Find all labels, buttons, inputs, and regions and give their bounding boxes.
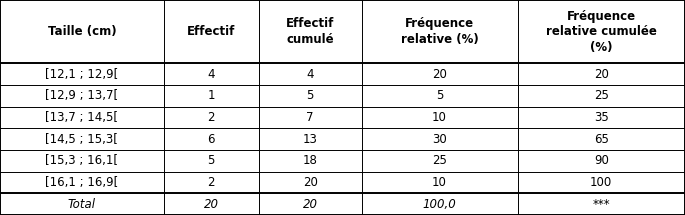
Text: 20: 20	[432, 68, 447, 81]
Text: Fréquence
relative cumulée
(%): Fréquence relative cumulée (%)	[546, 10, 657, 54]
Text: [16,1 ; 16,9[: [16,1 ; 16,9[	[45, 176, 119, 189]
Text: 20: 20	[303, 198, 318, 211]
Text: [15,3 ; 16,1[: [15,3 ; 16,1[	[45, 154, 119, 167]
Text: 100,0: 100,0	[423, 198, 456, 211]
Text: 5: 5	[436, 89, 443, 102]
Text: 1: 1	[208, 89, 215, 102]
Text: 13: 13	[303, 133, 318, 146]
Text: Total: Total	[68, 198, 96, 211]
Text: 2: 2	[208, 111, 215, 124]
Text: 2: 2	[208, 176, 215, 189]
Text: 30: 30	[432, 133, 447, 146]
Text: [14,5 ; 15,3[: [14,5 ; 15,3[	[45, 133, 119, 146]
Text: 20: 20	[594, 68, 609, 81]
Text: 10: 10	[432, 111, 447, 124]
Text: [13,7 ; 14,5[: [13,7 ; 14,5[	[45, 111, 119, 124]
Text: Effectif
cumulé: Effectif cumulé	[286, 17, 334, 46]
Text: [12,1 ; 12,9[: [12,1 ; 12,9[	[45, 68, 119, 81]
Text: 20: 20	[303, 176, 318, 189]
Text: 10: 10	[432, 176, 447, 189]
Text: 20: 20	[203, 198, 219, 211]
Text: 4: 4	[306, 68, 314, 81]
Text: [12,9 ; 13,7[: [12,9 ; 13,7[	[45, 89, 119, 102]
Text: Fréquence
relative (%): Fréquence relative (%)	[401, 17, 478, 46]
Text: 6: 6	[208, 133, 215, 146]
Text: 5: 5	[208, 154, 215, 167]
Text: Effectif: Effectif	[187, 25, 236, 38]
Text: 7: 7	[306, 111, 314, 124]
Text: Taille (cm): Taille (cm)	[47, 25, 116, 38]
Text: 25: 25	[594, 89, 609, 102]
Text: 100: 100	[590, 176, 612, 189]
Text: 5: 5	[306, 89, 314, 102]
Text: 65: 65	[594, 133, 609, 146]
Text: 4: 4	[208, 68, 215, 81]
Text: 25: 25	[432, 154, 447, 167]
Text: 35: 35	[594, 111, 609, 124]
Text: 18: 18	[303, 154, 318, 167]
Text: ***: ***	[593, 198, 610, 211]
Text: 90: 90	[594, 154, 609, 167]
